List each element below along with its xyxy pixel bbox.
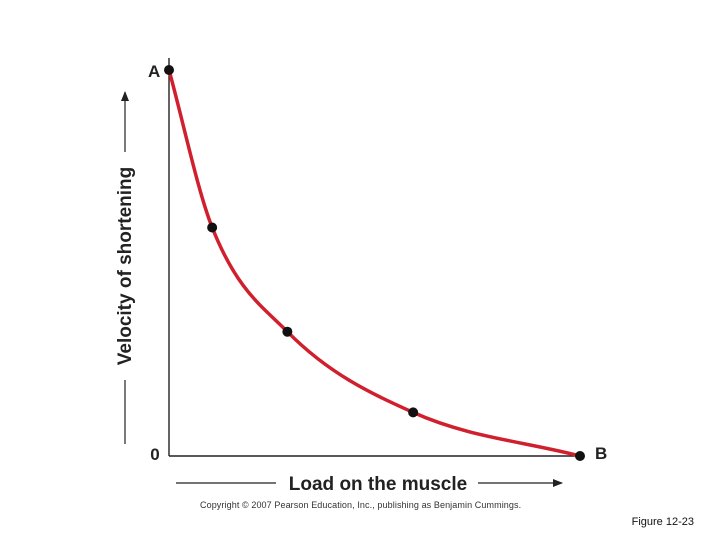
data-point-2	[282, 326, 293, 337]
point-label-a: A	[148, 62, 160, 81]
x-axis-label: Load on the muscle	[289, 474, 467, 495]
data-point-3	[408, 407, 419, 418]
data-point-4	[575, 451, 585, 461]
origin-label: 0	[150, 445, 159, 464]
data-point-1	[207, 222, 218, 233]
point-label-b: B	[595, 444, 607, 463]
data-point-0	[164, 65, 174, 75]
y-axis-label: Velocity of shortening	[115, 167, 136, 365]
copyright-text: Copyright © 2007 Pearson Education, Inc.…	[200, 500, 522, 510]
series-line-0	[167, 68, 582, 458]
figure-label: Figure 12-23	[631, 516, 694, 528]
series-layer: AB	[148, 62, 607, 463]
